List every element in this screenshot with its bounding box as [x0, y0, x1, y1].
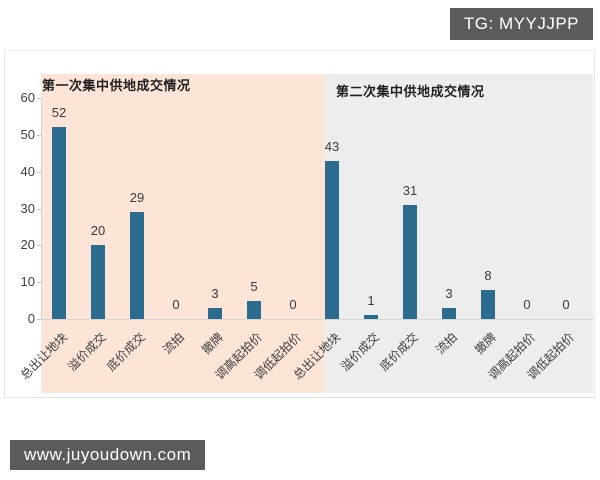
bar-value-label: 3: [445, 286, 453, 301]
tg-watermark-badge: TG: MYYJJPP: [449, 8, 593, 40]
bar-value-label: 29: [129, 190, 145, 205]
bar: [91, 245, 105, 319]
site-watermark-badge: www.juyoudown.com: [10, 440, 206, 470]
bar: [403, 205, 417, 319]
bar: [442, 308, 456, 319]
y-tick-mark: [37, 245, 41, 247]
y-tick-mark: [37, 98, 41, 99]
bar: [52, 127, 66, 319]
bar-value-label: 52: [51, 105, 67, 120]
y-tick-label: 10: [20, 274, 35, 290]
panel-first-round: [41, 74, 325, 393]
y-tick-label: 30: [20, 200, 35, 216]
panel-second-round: [325, 74, 593, 393]
bar-value-label: 20: [90, 223, 106, 238]
y-tick-mark: [37, 319, 41, 320]
bar: [247, 301, 261, 319]
bar-value-label: 3: [211, 286, 219, 301]
y-tick-label: 0: [27, 311, 35, 326]
bar: [325, 161, 339, 319]
y-tick-label: 20: [20, 237, 35, 253]
bar-value-label: 0: [172, 297, 180, 312]
y-axis-line: [41, 98, 42, 319]
bar: [130, 212, 144, 319]
chart-title-second-round: 第二次集中供地成交情况: [336, 84, 485, 99]
bar: [481, 290, 495, 319]
bar-value-label: 0: [523, 297, 531, 312]
y-tick-label: 50: [20, 126, 35, 142]
bar-value-label: 43: [324, 139, 340, 154]
y-tick-mark: [37, 171, 41, 173]
bar-value-label: 0: [562, 297, 570, 312]
x-axis-baseline: [37, 319, 593, 320]
bar: [364, 315, 378, 319]
bar-value-label: 8: [484, 268, 492, 283]
y-tick-mark: [37, 208, 41, 210]
chart-card: 第一次集中供地成交情况 第二次集中供地成交情况 52 总出让地块 20 溢价成交 29 底…: [4, 50, 595, 398]
y-tick-label: 40: [20, 163, 35, 179]
bar: [208, 308, 222, 319]
bar-value-label: 0: [289, 297, 297, 312]
y-tick-label: 60: [20, 90, 35, 105]
y-tick-mark: [37, 282, 41, 284]
chart-title-first-round: 第一次集中供地成交情况: [42, 78, 191, 93]
bar-value-label: 5: [250, 279, 258, 294]
y-tick-mark: [37, 134, 41, 136]
bar-value-label: 1: [367, 293, 375, 308]
bar-value-label: 31: [402, 183, 418, 198]
